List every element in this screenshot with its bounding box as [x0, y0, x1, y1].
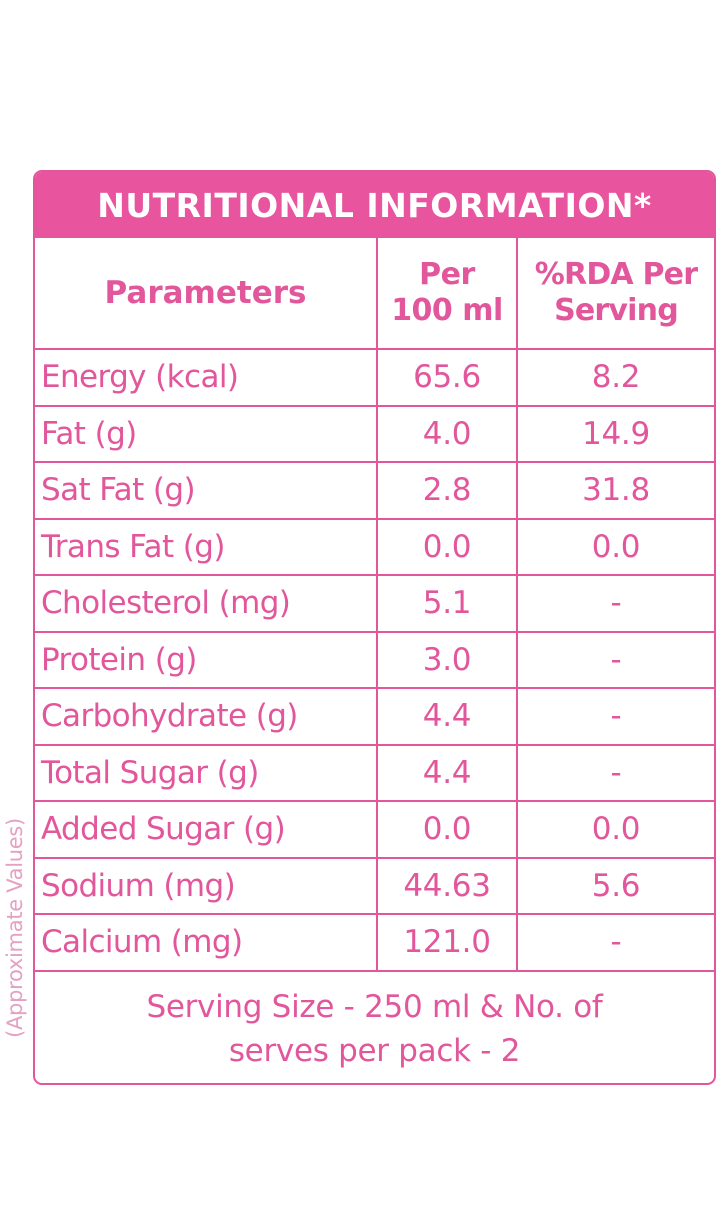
table-row: Trans Fat (g) 0.0 0.0 [35, 517, 714, 574]
parameter-cell: Calcium (mg) [35, 915, 378, 970]
parameter-cell: Protein (g) [35, 632, 378, 687]
header-per-100ml-line1: Per [419, 257, 475, 292]
table-row: Total Sugar (g) 4.4 - [35, 743, 714, 800]
per-100ml-cell: 5.1 [378, 576, 518, 631]
rda-cell: - [610, 698, 622, 735]
rda-cell: - [610, 924, 622, 961]
rda-cell: - [610, 641, 622, 678]
rda-cell: - [610, 754, 622, 791]
parameter-cell: Trans Fat (g) [35, 519, 378, 574]
table-row: Cholesterol (mg) 5.1 - [35, 574, 714, 631]
rda-cell: 8.2 [591, 359, 641, 396]
per-100ml-cell: 0.0 [378, 802, 518, 857]
parameter-cell: Sat Fat (g) [35, 463, 378, 518]
nutrition-title: NUTRITIONAL INFORMATION* [35, 172, 714, 238]
approximate-values-text: (Approximate Values) [3, 817, 27, 1038]
serving-size-line2: serves per pack - 2 [228, 1032, 521, 1069]
nutrition-panel: NUTRITIONAL INFORMATION* Parameters Per … [33, 170, 716, 1085]
parameter-cell: Cholesterol (mg) [35, 576, 378, 631]
table-row: Added Sugar (g) 0.0 0.0 [35, 800, 714, 857]
per-100ml-cell: 4.4 [378, 745, 518, 800]
parameter-cell: Fat (g) [35, 406, 378, 461]
parameter-cell: Total Sugar (g) [35, 745, 378, 800]
parameter-cell: Added Sugar (g) [35, 802, 378, 857]
header-parameters: Parameters [35, 238, 378, 348]
per-100ml-cell: 65.6 [378, 350, 518, 405]
rda-cell: 31.8 [582, 472, 650, 509]
per-100ml-cell: 0.0 [378, 519, 518, 574]
table-row: Carbohydrate (g) 4.4 - [35, 687, 714, 744]
per-100ml-cell: 44.63 [378, 858, 518, 913]
table-row: Calcium (mg) 121.0 - [35, 913, 714, 970]
table-header-row: Parameters Per 100 ml %RDA Per Serving [35, 238, 714, 348]
table-row: Energy (kcal) 65.6 8.2 [35, 348, 714, 405]
header-per-100ml-line2: 100 ml [391, 293, 503, 328]
approximate-values-note: (Approximate Values) [0, 770, 30, 1085]
header-rda-line2: Serving [554, 293, 679, 328]
rda-cell: - [610, 585, 622, 622]
table-row: Sodium (mg) 44.63 5.6 [35, 856, 714, 913]
table-row: Protein (g) 3.0 - [35, 630, 714, 687]
header-rda-per-serving: %RDA Per Serving [518, 238, 714, 348]
header-per-100ml: Per 100 ml [378, 238, 518, 348]
rda-cell: 14.9 [582, 415, 650, 452]
nutrition-table: Parameters Per 100 ml %RDA Per Serving E… [35, 238, 714, 1084]
per-100ml-cell: 3.0 [378, 632, 518, 687]
per-100ml-cell: 121.0 [378, 915, 518, 970]
per-100ml-cell: 4.4 [378, 689, 518, 744]
table-row: Sat Fat (g) 2.8 31.8 [35, 461, 714, 518]
parameter-cell: Carbohydrate (g) [35, 689, 378, 744]
serving-size-line1: Serving Size - 250 ml & No. of [146, 988, 603, 1025]
rda-cell: 5.6 [591, 867, 641, 904]
parameter-cell: Sodium (mg) [35, 858, 378, 913]
per-100ml-cell: 4.0 [378, 406, 518, 461]
rda-cell: 0.0 [591, 528, 641, 565]
table-row: Fat (g) 4.0 14.9 [35, 404, 714, 461]
per-100ml-cell: 2.8 [378, 463, 518, 518]
serving-size-footer: Serving Size - 250 ml & No. of serves pe… [35, 969, 714, 1084]
rda-cell: 0.0 [591, 811, 641, 848]
header-rda-line1: %RDA Per [534, 257, 698, 292]
parameter-cell: Energy (kcal) [35, 350, 378, 405]
